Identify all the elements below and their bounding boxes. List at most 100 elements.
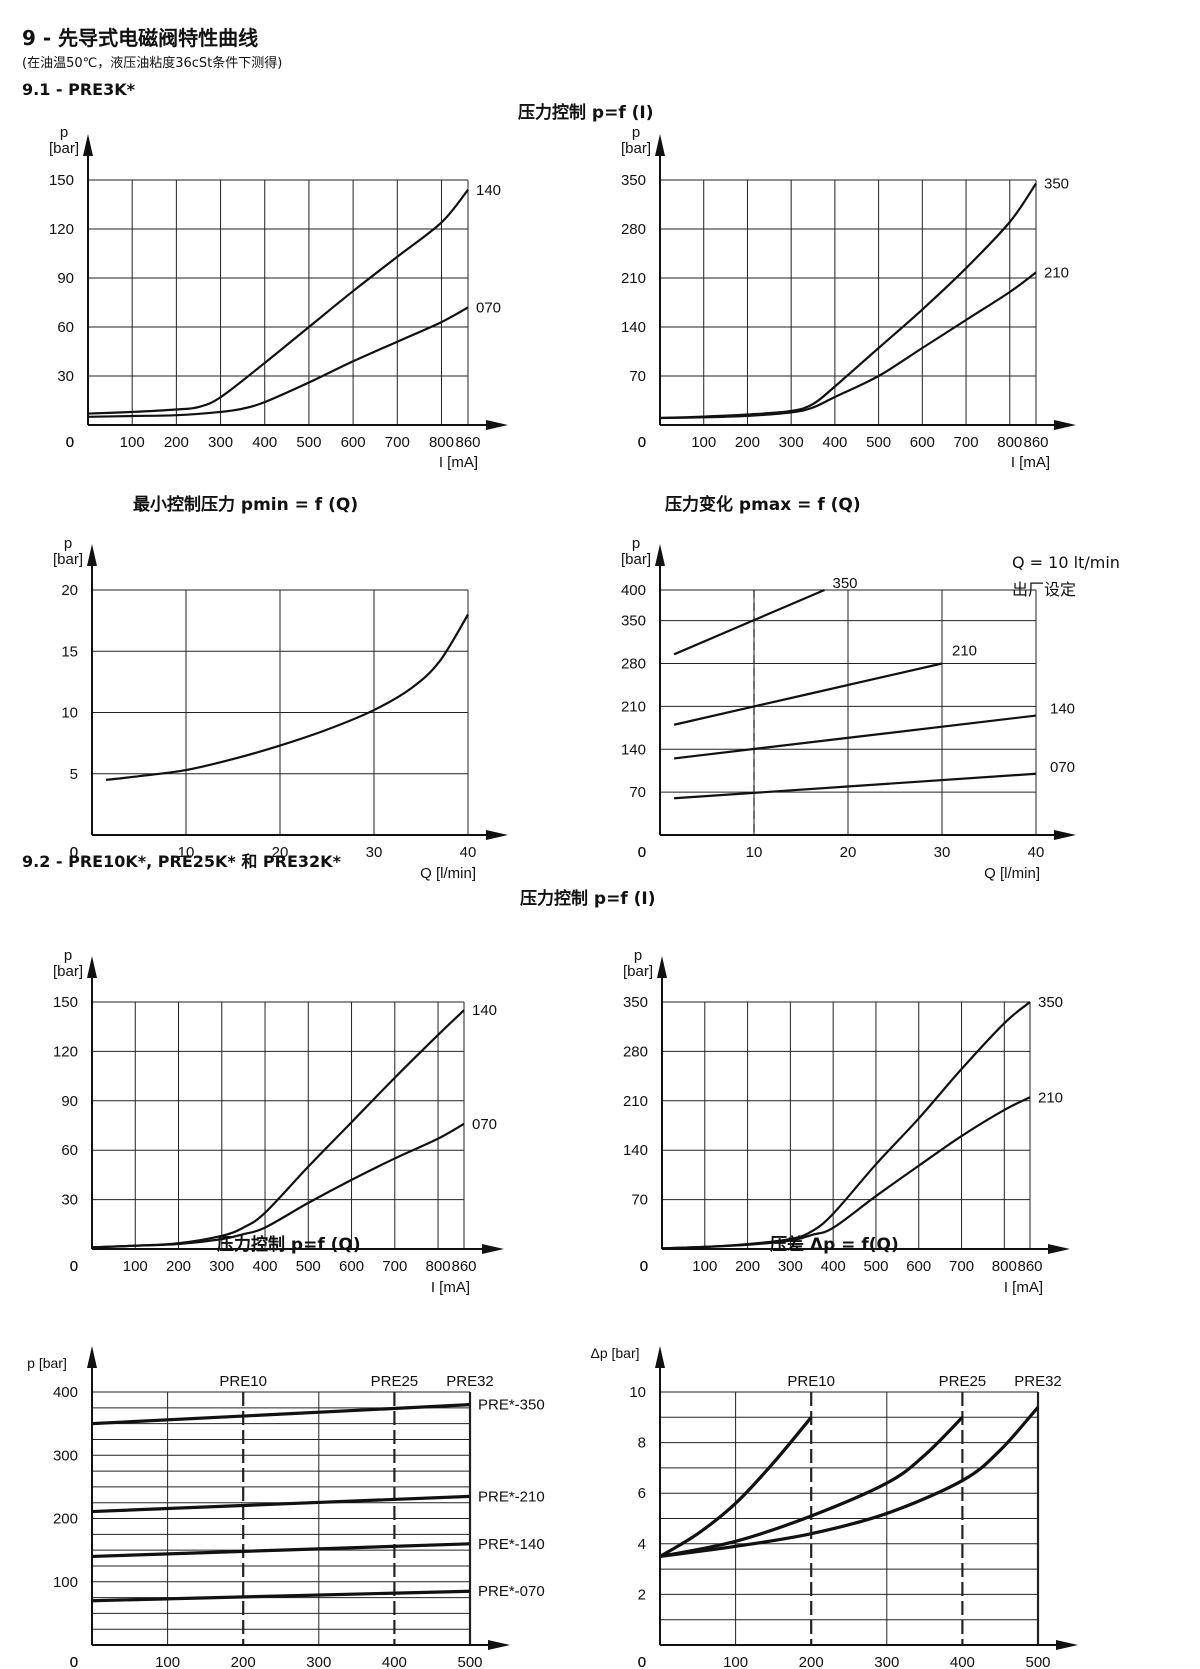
y-tick-label: 280 <box>623 1043 648 1060</box>
x-tick-label: 300 <box>209 1258 234 1275</box>
series-line-140 <box>91 1009 465 1249</box>
series-label: 350 <box>1038 994 1063 1011</box>
series-line-210 <box>661 1096 1031 1250</box>
y-axis-title: p <box>64 947 72 964</box>
x-tick-label: 600 <box>910 434 935 451</box>
y-tick-label: 210 <box>621 270 646 287</box>
y-axis-arrow <box>655 134 665 156</box>
series-label: 140 <box>1050 701 1075 718</box>
series-label: 070 <box>472 1116 497 1133</box>
x-tick-label: 500 <box>296 1258 321 1275</box>
x-axis-arrow <box>1054 830 1076 840</box>
y-axis-title: p <box>634 947 642 964</box>
y-tick-label: 0 <box>70 1654 78 1669</box>
y-tick-label: 150 <box>53 994 78 1011</box>
x-axis-title: I [mA] <box>439 454 478 471</box>
x-tick-label: 860 <box>1023 434 1048 451</box>
y-axis-arrow <box>87 544 97 566</box>
page-title: 9 - 先导式电磁阀特性曲线 <box>22 26 259 50</box>
x-tick-label: 500 <box>1025 1654 1050 1669</box>
x-tick-label: 0 <box>70 1654 78 1669</box>
series-label: 350 <box>1044 176 1069 193</box>
y-tick-label: 400 <box>53 1384 78 1401</box>
y-axis-arrow <box>655 1346 665 1368</box>
y-axis-title: p <box>632 124 640 141</box>
x-tick-label: 0 <box>638 844 646 861</box>
y-tick-label: 0 <box>638 1654 646 1669</box>
x-tick-label: 400 <box>822 434 847 451</box>
x-tick-label: 30 <box>934 844 951 861</box>
x-tick-label: 10 <box>178 844 195 861</box>
x-axis-arrow <box>488 1640 510 1650</box>
x-tick-label: 700 <box>385 434 410 451</box>
y-tick-label: 20 <box>61 582 78 599</box>
x-tick-label: 800 <box>429 434 454 451</box>
x-tick-label: 0 <box>640 1258 648 1275</box>
x-tick-label: 400 <box>253 1258 278 1275</box>
y-tick-label: 0 <box>640 1258 648 1275</box>
y-axis-unit: [bar] <box>621 551 651 568</box>
x-tick-label: 700 <box>949 1258 974 1275</box>
y-tick-label: 30 <box>61 1192 78 1209</box>
y-tick-label: 210 <box>623 1093 648 1110</box>
y-tick-label: 70 <box>629 784 646 801</box>
marker-label: PRE25 <box>371 1373 419 1390</box>
x-tick-label: 10 <box>746 844 763 861</box>
x-tick-label: 300 <box>208 434 233 451</box>
x-axis-title: I [mA] <box>1004 1279 1043 1296</box>
y-axis-title: p <box>632 535 640 552</box>
y-axis-title: p <box>64 535 72 552</box>
series-line-PRE25 <box>659 1416 964 1559</box>
y-tick-label: 60 <box>57 319 74 336</box>
x-tick-label: 500 <box>866 434 891 451</box>
x-tick-label: 0 <box>66 434 74 451</box>
x-tick-label: 300 <box>306 1654 331 1669</box>
chart-c6: 0 100 200 300 400 500 600 700 800 860070140210280… <box>623 947 1070 1296</box>
chart-title-pressure-variation: 压力变化 pmax = f (Q) <box>665 495 861 515</box>
series-line-070 <box>91 1122 465 1249</box>
series-line-PRE10 <box>659 1416 813 1558</box>
y-tick-label: 2 <box>638 1586 646 1603</box>
x-tick-label: 0 <box>70 844 78 861</box>
y-tick-label: 210 <box>621 698 646 715</box>
y-tick-label: 280 <box>621 656 646 673</box>
chart-c5: 0 100 200 300 400 500 600 700 800 860030609012015… <box>53 947 504 1296</box>
series-line-350 <box>659 182 1037 420</box>
y-tick-label: 8 <box>638 1435 646 1452</box>
x-tick-label: 100 <box>155 1654 180 1669</box>
x-tick-label: 400 <box>382 1654 407 1669</box>
x-axis-arrow <box>1056 1640 1078 1650</box>
x-tick-label: 200 <box>164 434 189 451</box>
series-line-PRE32 <box>659 1406 1040 1559</box>
y-axis-title: p <box>60 124 68 141</box>
marker-label: PRE32 <box>1014 1373 1062 1390</box>
y-axis-unit: [bar] <box>53 551 83 568</box>
x-axis-arrow <box>486 830 508 840</box>
x-tick-label: 100 <box>120 434 145 451</box>
series-label: 210 <box>1044 264 1069 281</box>
x-axis-title: I [mA] <box>431 1279 470 1296</box>
y-tick-label: 70 <box>629 368 646 385</box>
chart-title-min-control-pressure: 最小控制压力 pmin = f (Q) <box>133 495 359 515</box>
x-tick-label: 0 <box>638 434 646 451</box>
y-axis-title: p [bar] <box>27 1355 67 1371</box>
x-tick-label: 860 <box>455 434 480 451</box>
y-tick-label: 4 <box>638 1536 646 1553</box>
series-label: PRE*-210 <box>478 1488 545 1505</box>
x-axis-title: I [mA] <box>1011 454 1050 471</box>
series-label: 210 <box>952 643 977 660</box>
series-line-350 <box>661 1001 1031 1250</box>
x-tick-label: 300 <box>778 1258 803 1275</box>
y-tick-label: 140 <box>621 319 646 336</box>
x-tick-label: 700 <box>954 434 979 451</box>
y-tick-label: 140 <box>621 741 646 758</box>
chart-c4: 0 10 20 30 40 070 140 210 280 350 400 p[bar] Q [l/mi… <box>621 535 1076 882</box>
y-tick-label: 10 <box>61 705 78 722</box>
series-line-curve <box>105 613 469 781</box>
y-tick-label: 400 <box>621 582 646 599</box>
y-tick-label: 200 <box>53 1511 78 1528</box>
y-tick-label: 280 <box>621 221 646 238</box>
x-tick-label: 800 <box>992 1258 1017 1275</box>
x-tick-label: 400 <box>950 1654 975 1669</box>
